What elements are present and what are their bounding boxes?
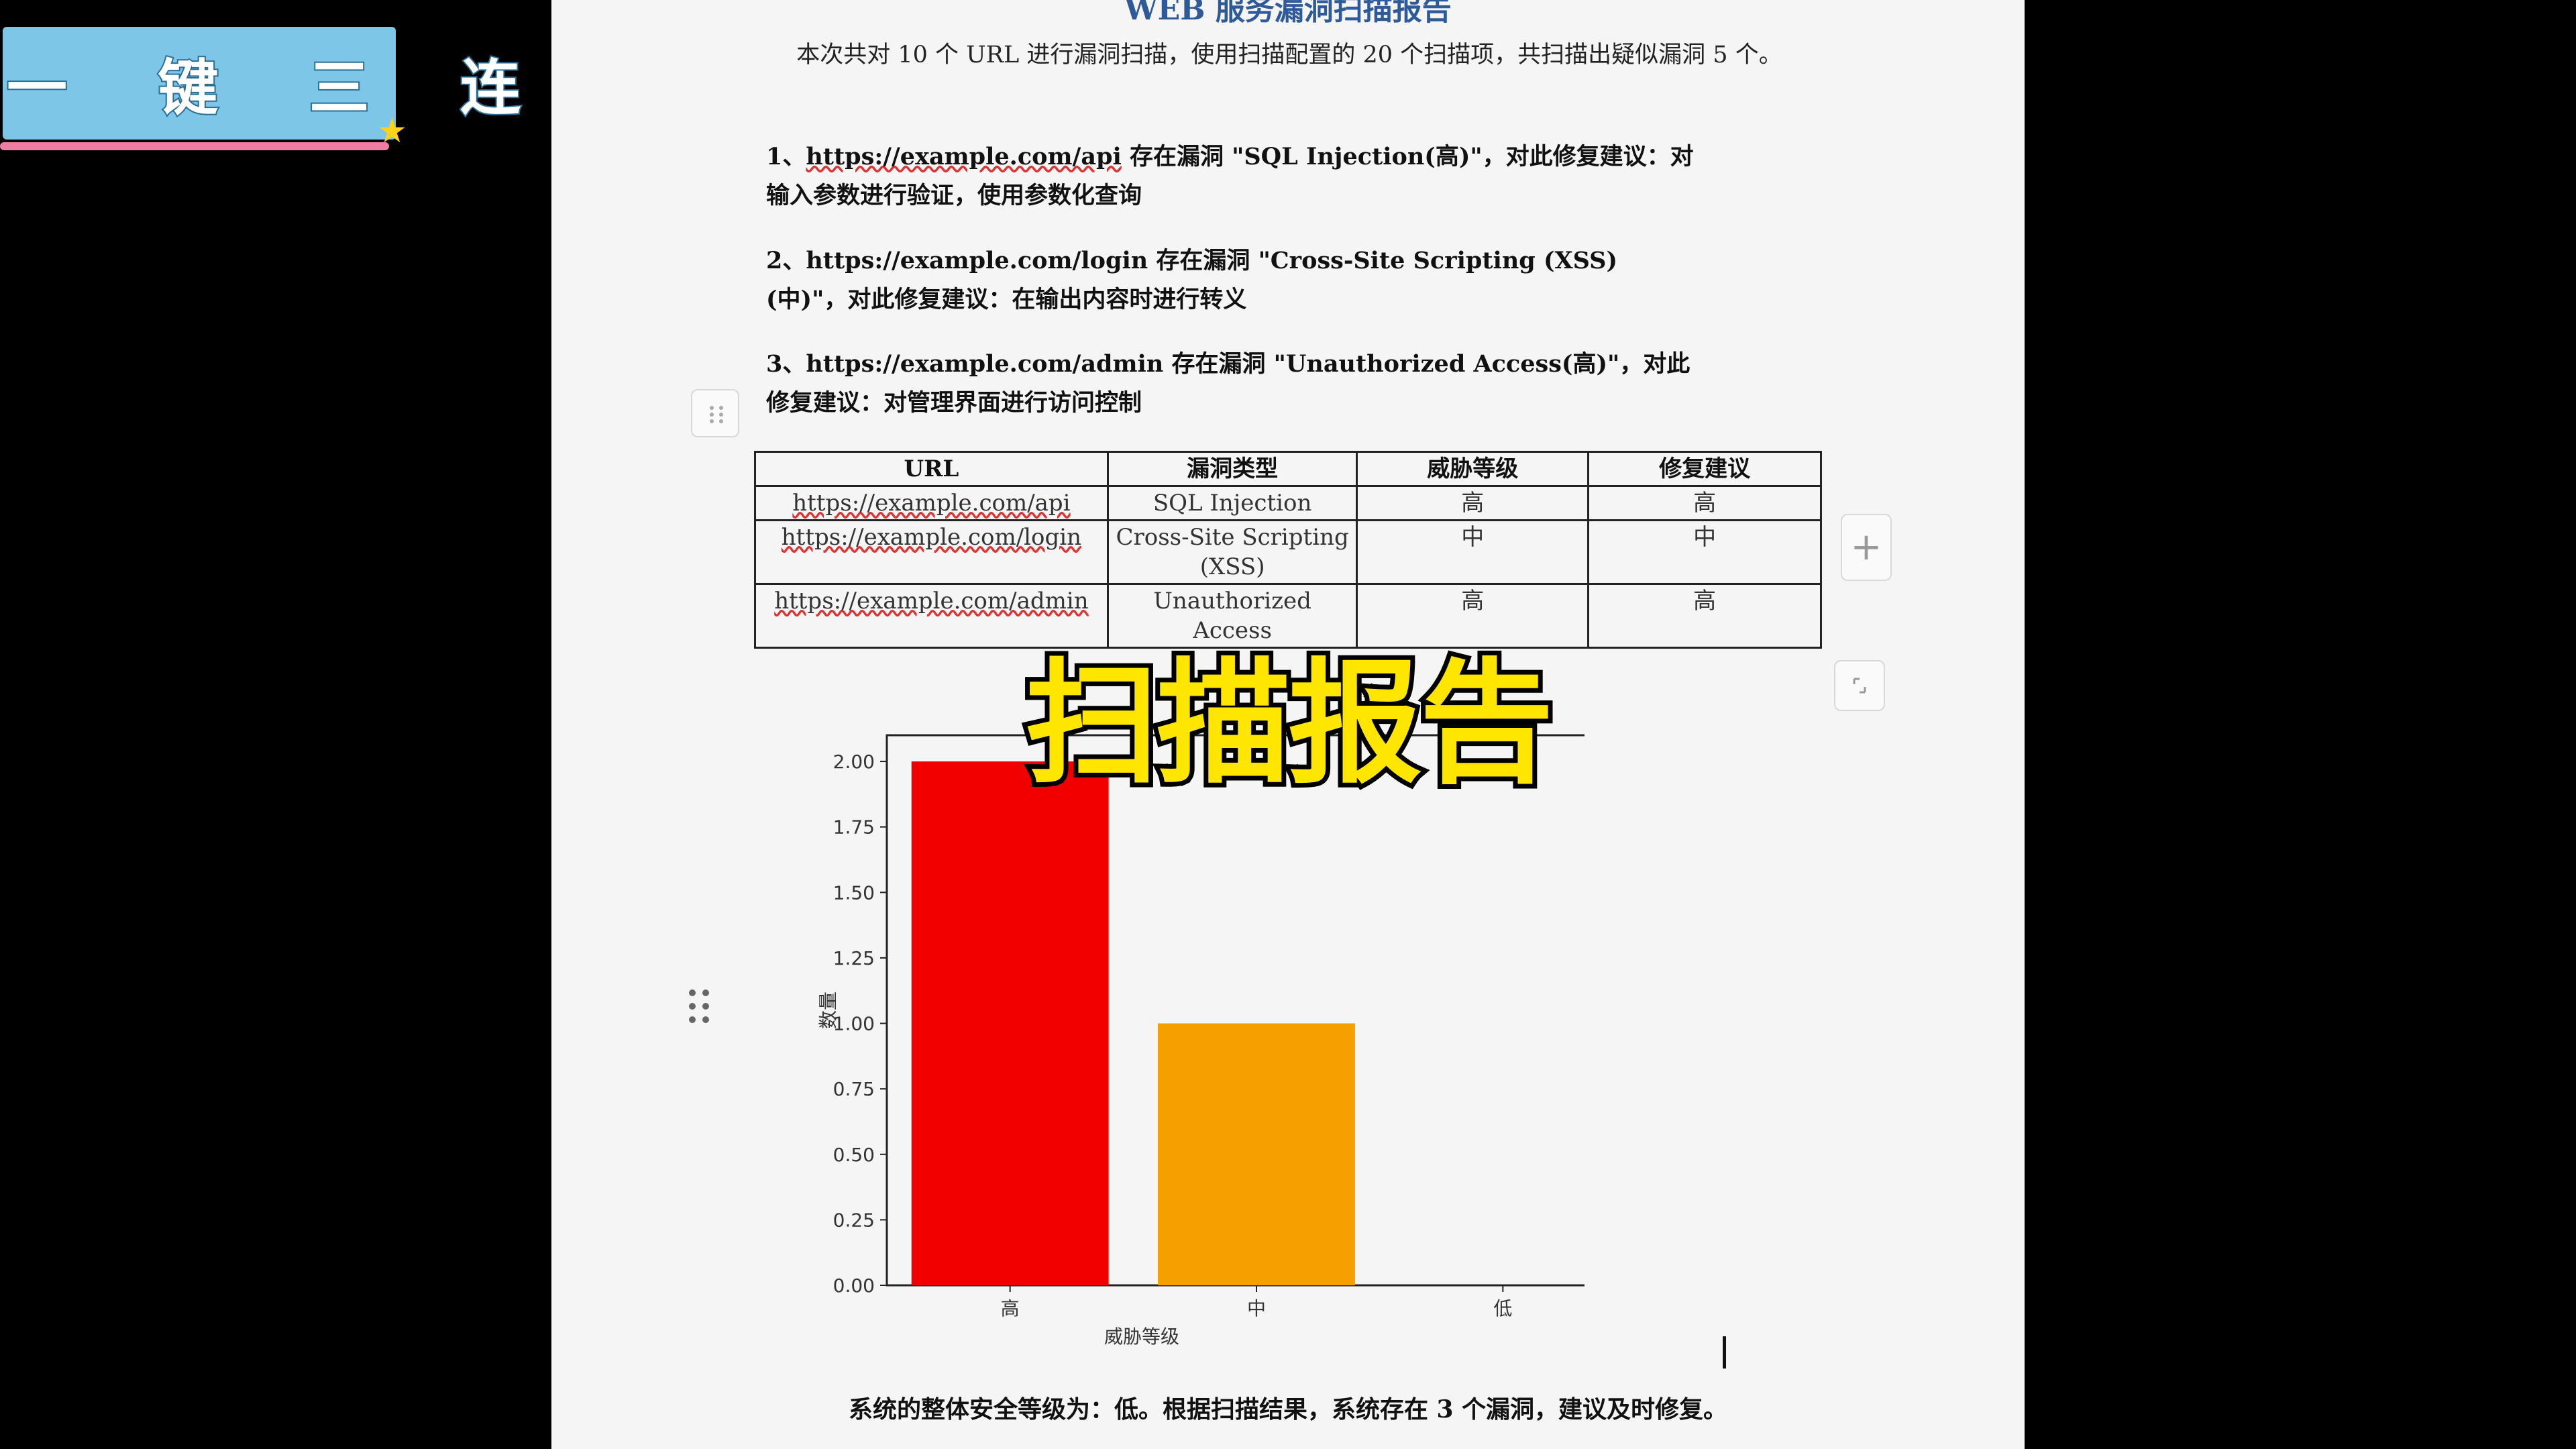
- finding-number: 2、: [766, 247, 806, 274]
- cell-url[interactable]: https://example.com/api: [792, 490, 1071, 517]
- sticker-background: [3, 27, 396, 140]
- cell-type: Cross-Site Scripting (XSS): [1106, 519, 1358, 585]
- finding-url[interactable]: https://example.com/login: [806, 247, 1148, 274]
- finding-url[interactable]: https://example.com/admin: [806, 350, 1164, 378]
- report-intro: 本次共对 10 个 URL 进行漏洞扫描，使用扫描配置的 20 个扫描项，共扫描…: [796, 42, 1782, 68]
- like-subscribe-sticker: 一 键 三 连 ★: [0, 27, 555, 150]
- finding-text: 存在漏洞 "Unauthorized Access(高)"，对此修复建议：对管理…: [766, 350, 1690, 417]
- y-tick-label: 1.25: [833, 947, 875, 969]
- y-tick-label: 0.25: [833, 1209, 875, 1231]
- y-tick-label: 0.75: [833, 1078, 875, 1100]
- chart-drag-handle[interactable]: [686, 986, 712, 1026]
- x-tick-label: 高: [1001, 1297, 1020, 1320]
- plus-icon: +: [1850, 525, 1882, 569]
- add-column-button[interactable]: +: [1841, 514, 1892, 581]
- document-page: WEB 服务漏洞扫描报告 本次共对 10 个 URL 进行漏洞扫描，使用扫描配置…: [551, 0, 2025, 1449]
- finding-text: 存在漏洞 "Cross-Site Scripting (XSS)(中)"，对此修…: [766, 247, 1617, 313]
- drag-handle-icon: [689, 989, 709, 1023]
- expand-button[interactable]: [1834, 660, 1885, 711]
- finding-number: 1、: [766, 143, 806, 170]
- y-tick-label: 0.00: [833, 1275, 875, 1297]
- y-tick-label: 0.50: [833, 1144, 875, 1166]
- cell-level: 高: [1356, 583, 1590, 649]
- cell-type: SQL Injection: [1106, 485, 1358, 521]
- drag-handle-icon: [710, 406, 723, 423]
- finding-text: 存在漏洞 "SQL Injection(高)"，对此修复建议：对输入参数进行验证…: [766, 143, 1694, 209]
- finding-number: 3、: [766, 350, 806, 378]
- cell-type: Unauthorized Access: [1106, 583, 1358, 649]
- video-caption: 扫描报告: [1020, 641, 1558, 807]
- finding-2: 2、https://example.com/login 存在漏洞 "Cross-…: [766, 241, 1699, 319]
- finding-1: 1、https://example.com/api 存在漏洞 "SQL Inje…: [766, 138, 1699, 215]
- x-tick-label: 中: [1247, 1297, 1266, 1320]
- sticker-text: 一 键 三 连: [5, 52, 555, 125]
- text-cursor: [1723, 1336, 1726, 1368]
- y-tick-label: 1.00: [833, 1013, 875, 1035]
- col-header-level: 威胁等级: [1356, 451, 1590, 487]
- col-header-fix: 修复建议: [1587, 451, 1822, 487]
- table-row: https://example.com/admin Unauthorized A…: [754, 583, 1822, 649]
- cell-level: 高: [1356, 485, 1590, 521]
- table-row: https://example.com/login Cross-Site Scr…: [754, 519, 1822, 585]
- cell-fix: 高: [1587, 485, 1822, 521]
- finding-url[interactable]: https://example.com/api: [806, 143, 1122, 170]
- cell-url[interactable]: https://example.com/admin: [774, 588, 1089, 614]
- cell-level: 中: [1356, 519, 1590, 585]
- vulnerability-table: URL 漏洞类型 威胁等级 修复建议 https://example.com/a…: [754, 451, 1822, 649]
- x-axis-label: 威胁等级: [1104, 1326, 1179, 1348]
- sticker-underline: [0, 142, 389, 150]
- y-axis-label: 数量: [817, 991, 839, 1029]
- threat-level-bar-chart: 0.00 0.25 0.50 0.75 1.00 1.25 1.50 1.75 2.00 高 中 低…: [817, 734, 1585, 1348]
- block-drag-handle[interactable]: [691, 389, 739, 437]
- cell-fix: 中: [1587, 519, 1822, 585]
- x-tick-label: 低: [1493, 1297, 1512, 1320]
- cell-fix: 高: [1587, 583, 1822, 649]
- col-header-url: URL: [754, 451, 1109, 487]
- y-tick-label: 1.75: [833, 816, 875, 839]
- col-header-type: 漏洞类型: [1106, 451, 1358, 487]
- star-icon: ★: [377, 111, 407, 150]
- report-conclusion: 系统的整体安全等级为：低。根据扫描结果，系统存在 3 个漏洞，建议及时修复。: [848, 1395, 1728, 1424]
- table-header-row: URL 漏洞类型 威胁等级 修复建议: [754, 451, 1822, 487]
- y-tick-label: 1.50: [833, 881, 875, 904]
- report-title: WEB 服务漏洞扫描报告: [1124, 0, 1452, 27]
- finding-3: 3、https://example.com/admin 存在漏洞 "Unauth…: [766, 345, 1699, 423]
- table-row: https://example.com/api SQL Injection 高 …: [754, 485, 1822, 521]
- bar-1: [1158, 1023, 1355, 1285]
- expand-icon: [1853, 678, 1866, 694]
- y-tick-label: 2.00: [833, 751, 875, 773]
- cell-url[interactable]: https://example.com/login: [781, 524, 1082, 551]
- bar-0: [911, 761, 1109, 1285]
